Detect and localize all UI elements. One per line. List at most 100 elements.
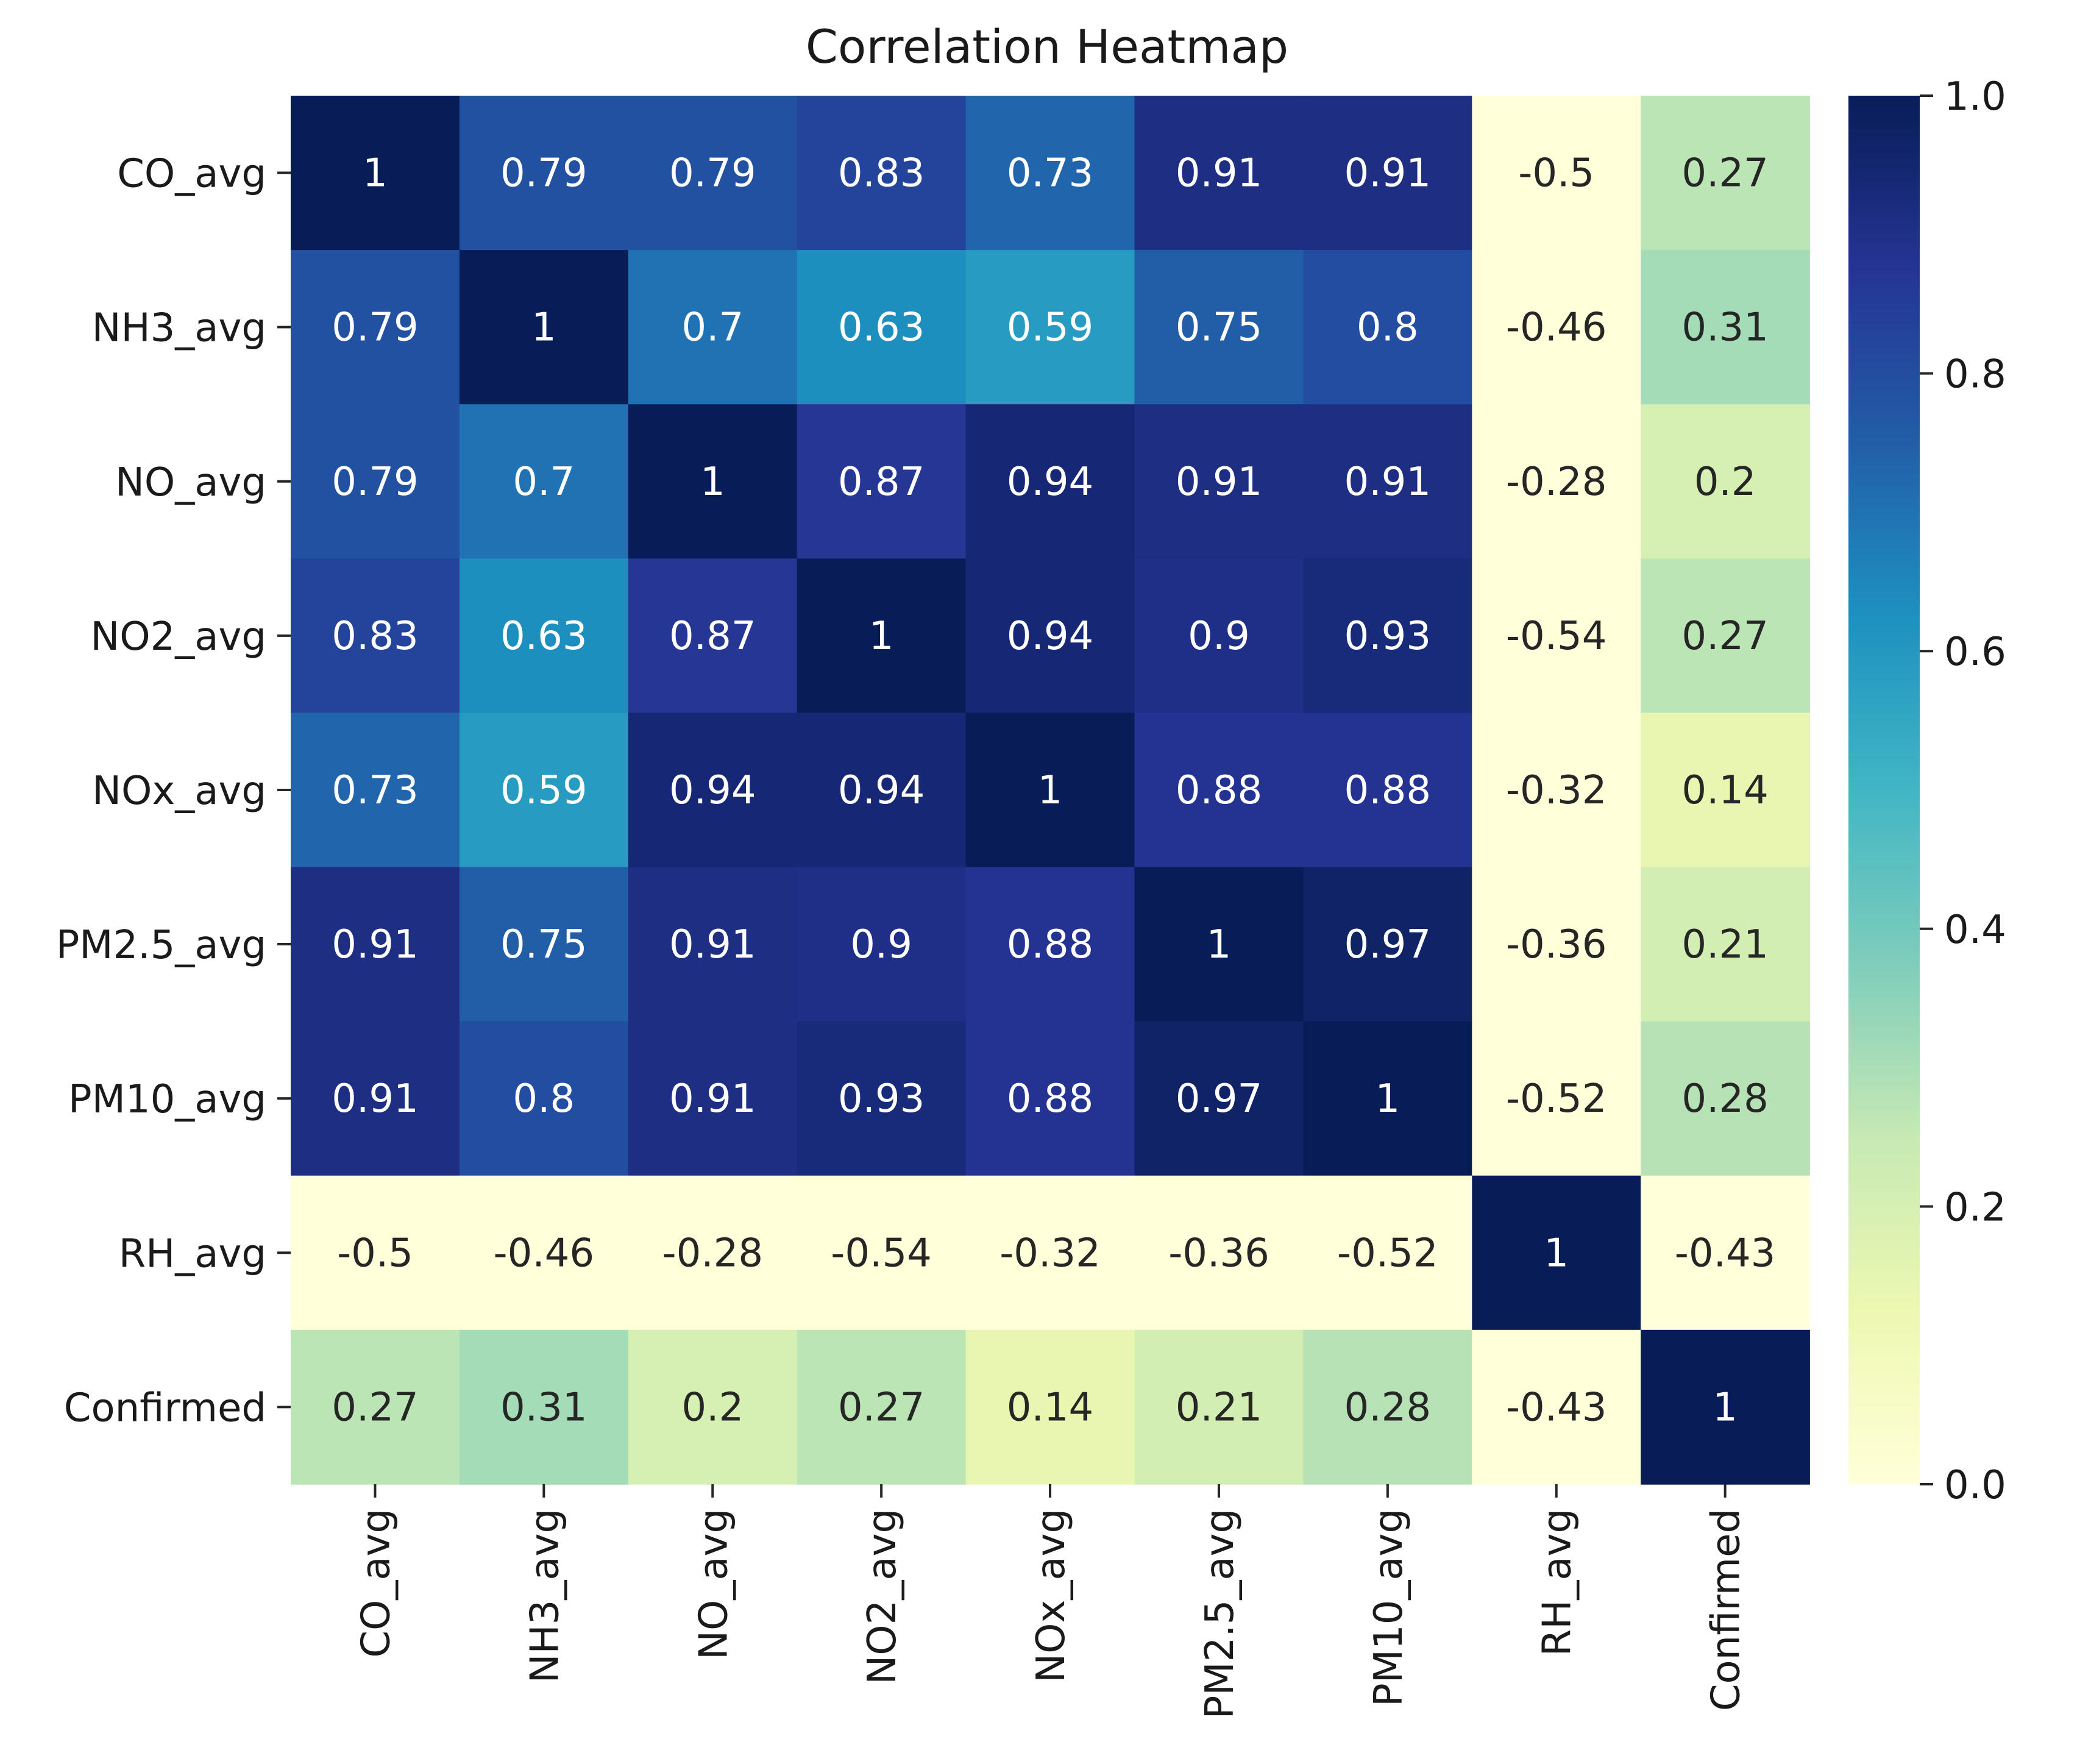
y-tick-label: NO2_avg — [90, 614, 266, 660]
x-tick-label: PM2.5_avg — [1198, 1509, 1243, 1719]
heatmap-cell — [1134, 713, 1304, 868]
heatmap-cell — [1472, 404, 1641, 560]
cell-value-label: 0.73 — [1007, 151, 1094, 196]
heatmap-cell — [797, 404, 967, 560]
heatmap-cell — [628, 96, 798, 251]
cell-value-label: 0.88 — [1176, 768, 1263, 813]
cell-value-label: 0.97 — [1344, 922, 1432, 967]
cell-value-label: 1 — [1038, 768, 1063, 813]
cell-value-label: 1 — [1544, 1231, 1569, 1276]
heatmap-cell — [965, 96, 1135, 251]
colorbar-tick-label: 0.6 — [1944, 630, 2006, 675]
heatmap-cell — [628, 1021, 798, 1176]
cell-value-label: 0.83 — [332, 614, 419, 659]
colorbar-tick-label: 0.2 — [1944, 1185, 2006, 1230]
cell-value-label: 0.27 — [1681, 151, 1769, 196]
cell-value-label: -0.5 — [1518, 151, 1594, 196]
heatmap-cell — [628, 1175, 798, 1331]
heatmap-cell — [1641, 96, 1810, 251]
heatmap-cell — [628, 867, 798, 1022]
heatmap-cell — [291, 1329, 460, 1485]
heatmap-cell — [1641, 1329, 1810, 1485]
cell-value-label: 0.91 — [1344, 460, 1432, 505]
heatmap-cell — [1472, 96, 1641, 251]
heatmap-cell — [965, 867, 1135, 1022]
heatmap-cell — [1641, 1175, 1810, 1331]
cell-value-label: 0.91 — [1344, 151, 1432, 196]
y-tick-label: NO_avg — [115, 460, 266, 505]
heatmap-cell — [459, 250, 629, 405]
y-tick-label: PM10_avg — [68, 1077, 266, 1122]
y-tick-label: Confirmed — [64, 1385, 266, 1431]
cell-value-label: 0.94 — [1007, 614, 1094, 659]
heatmap-cell — [1134, 250, 1304, 405]
x-tick-label: RH_avg — [1535, 1509, 1580, 1656]
heatmap-cell — [965, 404, 1135, 560]
cell-value-label: 0.27 — [838, 1385, 925, 1430]
heatmap-cell — [1134, 404, 1304, 560]
heatmap-cell — [459, 867, 629, 1022]
cell-value-label: 0.94 — [838, 768, 925, 813]
heatmap-cell — [1472, 867, 1641, 1022]
cell-value-label: 0.91 — [1176, 460, 1263, 505]
cell-value-label: 0.91 — [669, 922, 756, 967]
cell-value-label: 0.91 — [669, 1076, 756, 1122]
cell-value-label: 1 — [363, 151, 388, 196]
cell-value-label: 0.14 — [1007, 1385, 1094, 1430]
heatmap-cell — [797, 1329, 967, 1485]
heatmap-cell — [965, 1021, 1135, 1176]
x-tick-label: NOx_avg — [1029, 1509, 1074, 1683]
heatmap-cell — [1472, 713, 1641, 868]
cell-value-label: 0.7 — [513, 460, 575, 505]
cell-value-label: -0.43 — [1675, 1231, 1776, 1276]
heatmap-cell — [1303, 250, 1473, 405]
heatmap-cell — [965, 1329, 1135, 1485]
cell-value-label: 0.28 — [1681, 1076, 1769, 1122]
heatmap-cell — [1472, 1329, 1641, 1485]
heatmap-cell — [459, 1175, 629, 1331]
y-axis: CO_avg NH3_avg NO_avg NO2_avg NOx_avg PM2.5_a… — [56, 152, 291, 1431]
cell-value-label: 0.87 — [838, 460, 925, 505]
heatmap-cell — [1472, 558, 1641, 714]
cell-value-label: 1 — [531, 305, 556, 350]
y-tick-label: CO_avg — [117, 152, 266, 197]
cell-value-label: 0.79 — [669, 151, 756, 196]
cell-value-label: 0.83 — [838, 151, 925, 196]
x-axis: CO_avg NH3_avg NO_avg NO2_avg NOx_avg PM2.5_a… — [354, 1484, 1749, 1719]
heatmap-cell — [965, 250, 1135, 405]
cell-value-label: 0.93 — [1344, 614, 1432, 659]
cell-value-label: 0.79 — [500, 151, 588, 196]
cell-value-label: 0.28 — [1344, 1385, 1432, 1430]
heatmap-cell — [965, 1175, 1135, 1331]
x-tick-label: CO_avg — [354, 1509, 399, 1658]
y-tick-label: NH3_avg — [92, 306, 266, 351]
heatmap-cell — [1303, 867, 1473, 1022]
cell-value-label: 0.27 — [332, 1385, 419, 1430]
heatmap-cell — [1303, 1329, 1473, 1485]
heatmap-cell — [291, 713, 460, 868]
cell-value-label: 0.91 — [1176, 151, 1263, 196]
heatmap-cell — [1134, 558, 1304, 714]
heatmap-cell — [1134, 1329, 1304, 1485]
cell-value-labels: 1 0.79 0.79 0.83 0.73 0.91 0.91 -0.5 0.270.79 1 0.… — [332, 151, 1775, 1431]
cell-value-label: -0.28 — [662, 1231, 764, 1276]
heatmap-cell — [1303, 404, 1473, 560]
heatmap-cell — [965, 713, 1135, 868]
heatmap-cell — [797, 558, 967, 714]
heatmap-cell — [1641, 713, 1810, 868]
heatmap-cell — [459, 558, 629, 714]
cell-value-label: 0.97 — [1176, 1076, 1263, 1122]
cell-value-label: -0.52 — [1337, 1231, 1438, 1276]
heatmap-cell — [1472, 250, 1641, 405]
heatmap-cell — [628, 558, 798, 714]
heatmap-cell — [459, 96, 629, 251]
cell-value-label: 0.9 — [1188, 614, 1250, 659]
cell-value-label: -0.5 — [337, 1231, 413, 1276]
cell-value-label: 0.73 — [332, 768, 419, 813]
heatmap-cell — [1641, 404, 1810, 560]
cell-value-label: -0.28 — [1506, 460, 1607, 505]
heatmap-cell — [1134, 96, 1304, 251]
cell-value-label: 1 — [1207, 922, 1232, 967]
cell-value-label: 0.7 — [681, 305, 744, 350]
